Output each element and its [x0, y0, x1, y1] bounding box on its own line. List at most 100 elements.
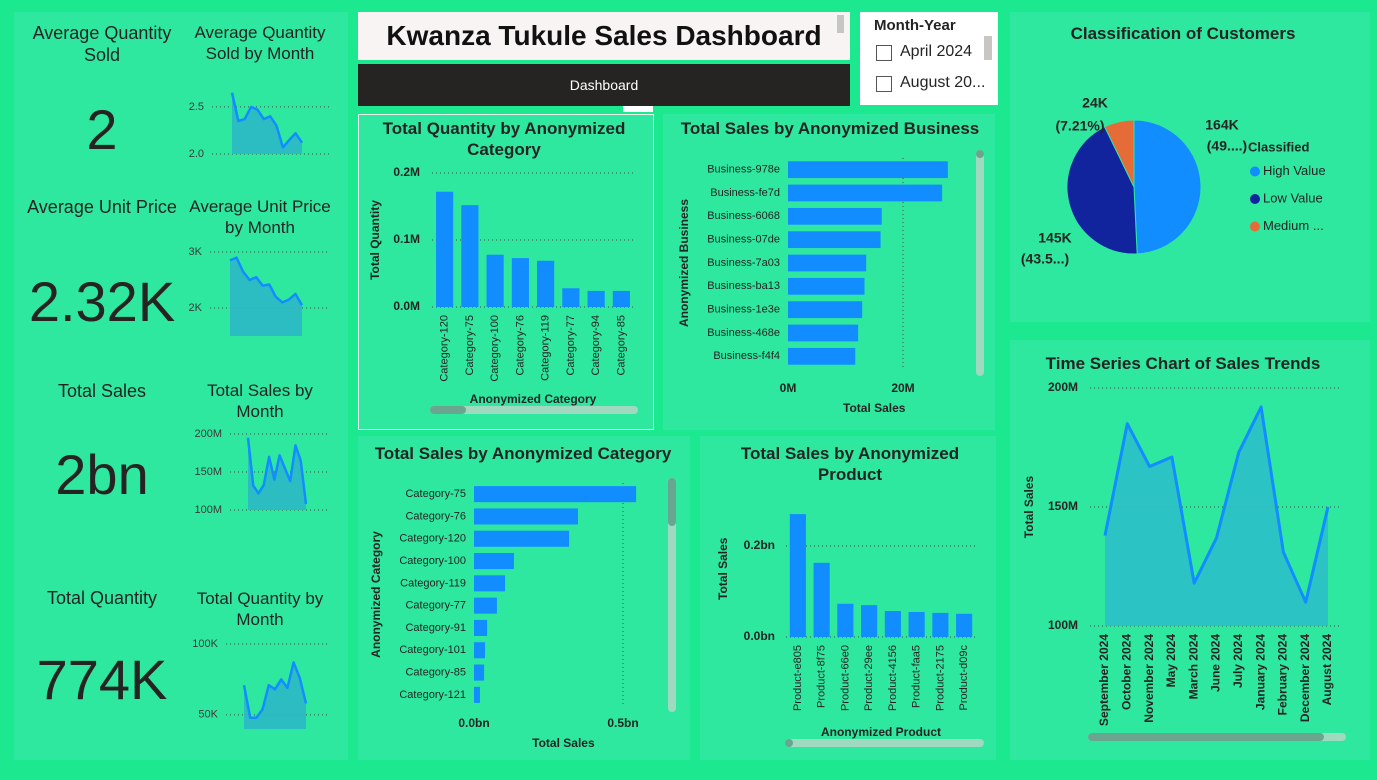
y-tick-label: 0.2bn: [744, 538, 775, 552]
y-axis-label: Anonymized Business: [677, 199, 691, 327]
legend-marker: [1250, 194, 1260, 204]
card-value: 2: [86, 98, 118, 161]
bar: [474, 508, 579, 525]
legend-label: High Value: [1263, 163, 1326, 178]
legend-label: Medium ...: [1263, 218, 1324, 233]
card-label: Total Sales: [57, 381, 147, 401]
y-axis-label: Anonymized Category: [369, 531, 383, 658]
chart-panel: [1010, 340, 1370, 760]
y-tick-label: Business-6068: [707, 210, 780, 222]
legend-marker: [1250, 166, 1260, 177]
bar: [908, 611, 925, 637]
legend-label: Low Value: [1263, 190, 1323, 205]
bar: [461, 205, 479, 307]
y-tick-label: 0.0bn: [744, 629, 775, 643]
x-tick-label: Product-2175: [934, 645, 946, 711]
area-fill: [1105, 407, 1328, 626]
scrollbar: [1088, 733, 1346, 741]
chart-title: Total Sales by Anonymized Business: [680, 119, 980, 138]
data-label: 24K: [1082, 95, 1108, 111]
bar: [474, 597, 497, 614]
scrollbar: [837, 15, 844, 33]
card-value: 2.32K: [28, 270, 176, 333]
slicer-title: Month-Year: [874, 17, 956, 34]
chart-title: Total Sales by Month: [207, 381, 313, 421]
card-value: 774K: [36, 648, 168, 711]
slicer-item[interactable]: April 2024: [900, 43, 973, 60]
y-tick-label: 200M: [194, 428, 222, 440]
x-tick-label: Product-d09c: [958, 645, 970, 711]
x-tick-label: 0.0bn: [458, 716, 489, 730]
y-tick-label: Category-119: [400, 577, 466, 589]
chart-panel: [700, 436, 996, 760]
checkbox[interactable]: [876, 76, 892, 92]
bar: [562, 288, 580, 307]
x-tick-label: August 2024: [1320, 634, 1334, 706]
bar: [788, 324, 859, 342]
decoration: [623, 106, 653, 112]
y-tick-label: 100K: [192, 638, 218, 650]
bar: [474, 553, 514, 570]
chart-title: Classification of Customers: [1070, 24, 1296, 43]
legend-title: Classified: [1248, 139, 1309, 154]
y-tick-label: Category-100: [399, 555, 466, 567]
x-tick-label: June 2024: [1209, 634, 1223, 692]
y-axis-label: Total Quantity: [368, 200, 382, 280]
data-label: (43.5...): [1021, 251, 1069, 267]
scrollbar: [976, 150, 984, 376]
data-label: (49....): [1207, 138, 1247, 154]
trend-line: [229, 256, 304, 306]
scroll-thumb: [1088, 733, 1324, 741]
bar: [474, 686, 480, 703]
x-tick-label: Category-120: [439, 315, 451, 382]
y-tick-label: 50K: [198, 709, 218, 721]
y-tick-label: 2.5: [189, 101, 204, 113]
y-tick-label: 100M: [194, 504, 222, 516]
area-fill: [232, 92, 302, 154]
x-tick-label: Category-94: [590, 315, 602, 376]
area-fill: [248, 437, 306, 510]
bar: [436, 191, 454, 307]
x-axis-label: Total Sales: [532, 736, 595, 750]
dashboard-button[interactable]: Dashboard: [358, 64, 850, 106]
y-tick-label: Category-101: [399, 644, 466, 656]
y-tick-label: Category-77: [405, 600, 466, 612]
trend-line: [1103, 405, 1330, 604]
area-fill: [230, 257, 302, 336]
card-value: 2bn: [55, 443, 149, 506]
data-label: (7.21%): [1055, 118, 1104, 134]
card-label: Average Quantity Sold: [32, 23, 172, 65]
x-tick-label: January 2024: [1253, 634, 1267, 710]
x-tick-label: May 2024: [1164, 634, 1178, 688]
x-tick-label: Category-119: [540, 315, 552, 381]
bar: [474, 642, 486, 659]
y-tick-label: 2.0: [189, 148, 204, 160]
bar: [884, 611, 901, 637]
scroll-thumb: [668, 478, 676, 526]
x-tick-label: Category-100: [489, 315, 501, 382]
y-tick-label: 0.2M: [393, 165, 420, 179]
chart-title: Total Quantity by Anonymized Category: [382, 119, 626, 159]
x-tick-label: 20M: [891, 381, 914, 395]
trend-line: [230, 92, 304, 149]
x-tick-label: February 2024: [1276, 634, 1290, 716]
bar: [474, 486, 637, 503]
slicer-item[interactable]: August 20...: [900, 74, 986, 91]
bar: [474, 619, 488, 636]
x-tick-label: October 2024: [1119, 634, 1133, 710]
y-tick-label: Business-468e: [707, 327, 780, 339]
checkbox[interactable]: [876, 45, 892, 61]
x-tick-label: March 2024: [1186, 634, 1200, 700]
y-tick-label: 200M: [1048, 380, 1078, 394]
x-tick-label: November 2024: [1142, 634, 1156, 723]
pie-slice: [1133, 119, 1202, 255]
bar: [612, 290, 630, 307]
bar: [511, 258, 529, 307]
scrollbar: [668, 478, 676, 712]
y-tick-label: Business-1e3e: [707, 304, 780, 316]
x-axis-label: Total Sales: [843, 401, 906, 415]
pie-slice: [1104, 119, 1135, 188]
y-tick-label: Business-ba13: [707, 280, 780, 292]
scroll-thumb: [785, 739, 793, 747]
